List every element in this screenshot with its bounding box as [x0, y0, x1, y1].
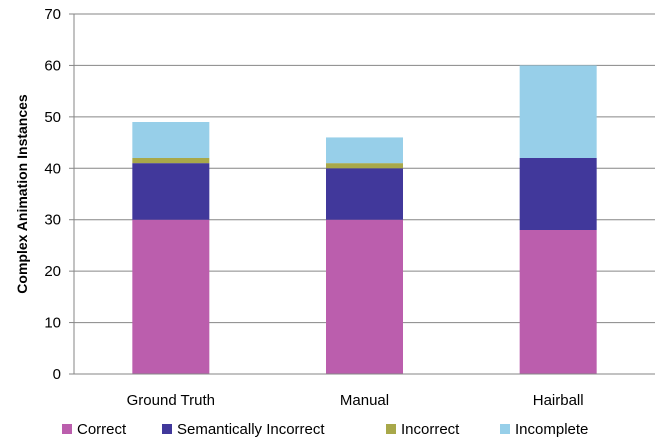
bar-segment-incomplete	[519, 65, 597, 158]
x-category-label: Hairball	[533, 392, 584, 409]
legend-label: Semantically Incorrect	[177, 421, 325, 438]
bar-segment-correct	[326, 219, 403, 374]
bar-segment-semantically-incorrect	[326, 168, 403, 220]
legend: Correct Semantically Incorrect Incorrect In…	[62, 421, 588, 438]
legend-swatch	[162, 424, 172, 434]
bars	[132, 65, 597, 374]
y-tick-label: 20	[44, 263, 61, 280]
bar-segment-semantically-incorrect	[519, 158, 597, 230]
bar-segment-correct	[519, 230, 597, 374]
bar-segment-semantically-incorrect	[132, 163, 210, 220]
bar-segment-correct	[132, 219, 210, 374]
x-category-labels: Ground Truth Manual Hairball	[127, 392, 584, 409]
bar-segment-incorrect	[326, 163, 403, 169]
bar-segment-incomplete	[326, 137, 403, 164]
y-tick-label: 40	[44, 160, 61, 177]
y-tick-label: 10	[44, 315, 61, 332]
y-tick-label: 30	[44, 212, 61, 229]
legend-swatch	[386, 424, 396, 434]
y-tick-label: 70	[44, 6, 61, 23]
x-category-label: Manual	[340, 392, 389, 409]
legend-swatch	[62, 424, 72, 434]
y-tick-labels: 0 10 20 30 40 50 60 70	[44, 6, 61, 383]
legend-label: Correct	[77, 421, 127, 438]
legend-label: Incomplete	[515, 421, 588, 438]
y-tick-label: 0	[53, 366, 61, 383]
y-tick-label: 50	[44, 109, 61, 126]
legend-swatch	[500, 424, 510, 434]
legend-label: Incorrect	[401, 421, 460, 438]
axes	[73, 14, 655, 375]
bar-segment-incomplete	[132, 122, 210, 158]
y-tick-label: 60	[44, 57, 61, 74]
x-category-label: Ground Truth	[127, 392, 215, 409]
y-axis-title: Complex Animation Instances	[14, 94, 30, 294]
bar-segment-incorrect	[132, 158, 210, 164]
